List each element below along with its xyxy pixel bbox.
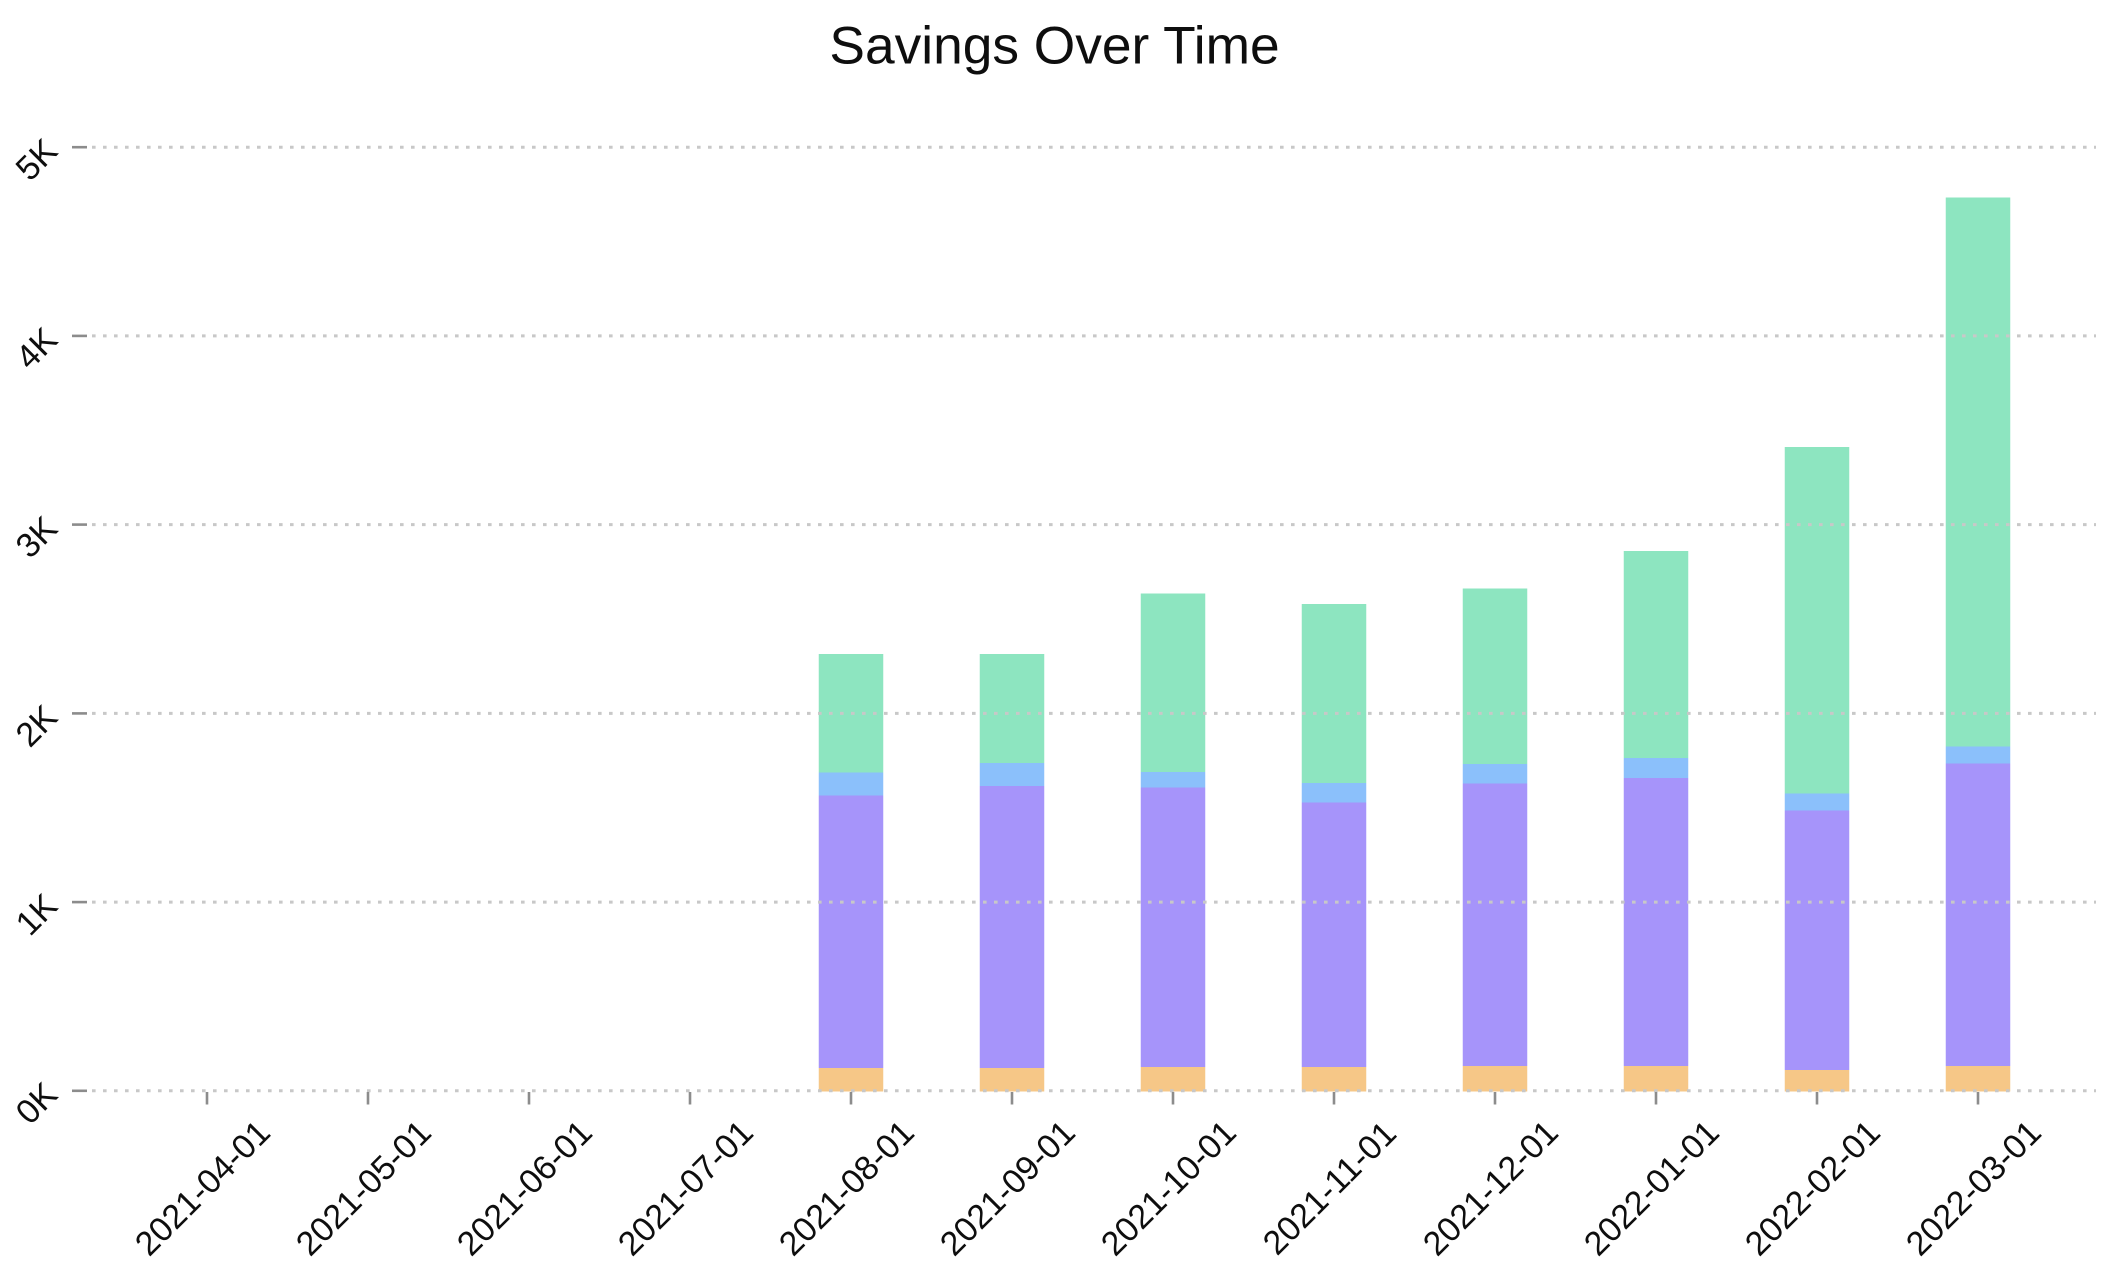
svg-text:Savings Over Time: Savings Over Time: [829, 17, 1279, 76]
